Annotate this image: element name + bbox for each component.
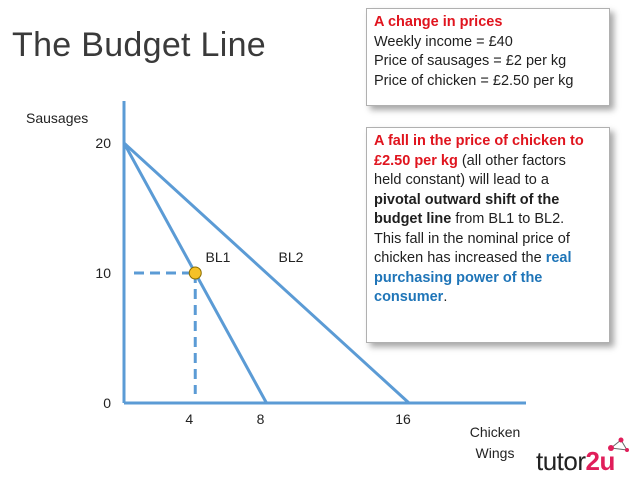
y-axis-label: Sausages (26, 110, 88, 126)
x-tick-label: 16 (395, 411, 411, 427)
explanation-blue-8: purchasing power of the (374, 269, 543, 286)
explanation-text-7: chicken has increased the (374, 250, 546, 266)
logo-text: tutor (536, 446, 586, 476)
x-axis-label-line1: Chicken (470, 424, 521, 440)
y-tick-label: 0 (103, 395, 111, 411)
explanation-heading-1: A fall in the price of chicken to (374, 133, 584, 149)
y-tick-label: 10 (95, 265, 111, 281)
info-line-chicken: Price of chicken = £2.50 per kg (374, 72, 574, 89)
tutor2u-logo: tutor2u (536, 446, 615, 477)
x-tick-label: 8 (257, 411, 265, 427)
explanation-box: A fall in the price of chicken to £2.50 … (366, 127, 610, 343)
chart-guides (134, 271, 197, 394)
explanation-bold-4: pivotal outward shift of the (374, 191, 560, 208)
x-tick-label: 4 (185, 411, 193, 427)
y-tick-label: 20 (95, 135, 111, 151)
chart-marks (188, 266, 202, 280)
explanation-text-2: (all other factors (457, 152, 566, 169)
info-box: A change in prices Weekly income = £40 P… (366, 8, 610, 106)
explanation-blue-7: real (545, 250, 572, 266)
explanation-text-6: This fall in the nominal price of (374, 230, 570, 247)
series-label-bl2: BL2 (279, 249, 304, 265)
molecule-icon (608, 437, 629, 452)
explanation-blue-9: consumer (374, 289, 444, 305)
page-title: The Budget Line (12, 26, 267, 64)
chart-axes (122, 101, 526, 405)
info-heading: A change in prices (374, 14, 503, 30)
chart-labels: 0 10 20 4 8 16 Sausages Chicken Wings BL1 BL2 (26, 110, 520, 461)
series-line-bl2 (122, 141, 411, 405)
explanation-text-5: from BL1 to BL2. (451, 211, 565, 227)
info-line-income: Weekly income = £40 (374, 33, 513, 50)
x-axis-label-line2: Wings (476, 445, 515, 461)
info-line-sausages: Price of sausages = £2 per kg (374, 53, 567, 69)
logo-accent: 2u (585, 446, 616, 476)
explanation-heading-2: £2.50 per kg (374, 152, 458, 169)
explanation-text-3: held constant) will lead to a (374, 172, 549, 188)
intersection-point (188, 266, 202, 280)
explanation-bold-5: budget line (374, 211, 452, 227)
series-label-bl1: BL1 (206, 249, 231, 265)
explanation-text-9: . (443, 289, 448, 305)
